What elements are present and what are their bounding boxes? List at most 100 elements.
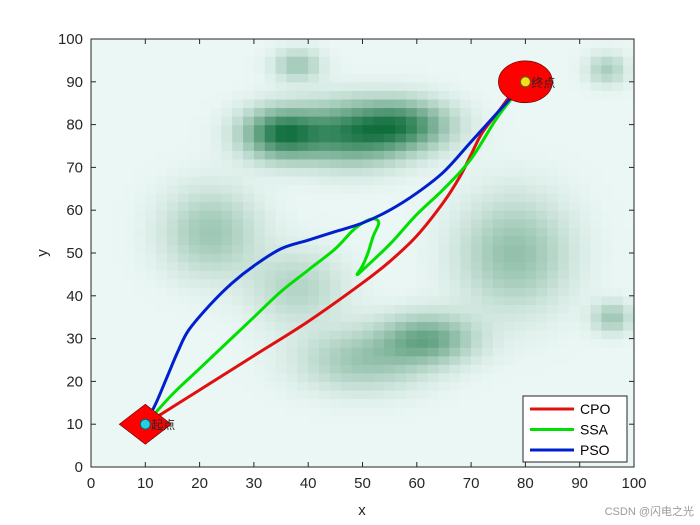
heatmap-cell	[145, 449, 157, 460]
heatmap-cell	[91, 175, 103, 186]
heatmap-cell	[232, 355, 244, 365]
heatmap-cell	[416, 458, 429, 467]
heatmap-cell	[351, 210, 364, 220]
heatmap-cell	[536, 133, 548, 143]
heatmap-cell	[308, 347, 320, 357]
heatmap-cell	[319, 321, 331, 331]
heatmap-cell	[449, 312, 461, 323]
heatmap-cell	[405, 398, 418, 408]
heatmap-cell	[623, 218, 634, 228]
heatmap-cell	[481, 449, 494, 460]
heatmap-cell	[286, 124, 298, 134]
heatmap-cell	[503, 407, 516, 417]
heatmap-cell	[395, 261, 407, 271]
heatmap-cell	[134, 338, 146, 348]
heatmap-cell	[471, 338, 483, 348]
heatmap-cell	[362, 253, 374, 263]
heatmap-cell	[590, 90, 603, 100]
heatmap-cell	[167, 415, 179, 425]
y-tick-label: 60	[66, 202, 83, 219]
heatmap-cell	[481, 312, 494, 323]
heatmap-cell	[329, 150, 342, 160]
path-series-group	[143, 80, 527, 426]
heatmap-cell	[449, 449, 461, 460]
heatmap-cell	[460, 175, 472, 186]
heatmap-cell	[319, 432, 331, 442]
heatmap-cell	[101, 158, 114, 168]
heatmap-cell	[134, 372, 146, 382]
heatmap-cell	[243, 295, 255, 305]
heatmap-cell	[557, 330, 570, 340]
heatmap-cell	[123, 321, 136, 331]
heatmap-cell	[308, 424, 320, 434]
heatmap-cell	[405, 287, 418, 297]
heatmap-cell	[503, 107, 516, 117]
heatmap-cell	[319, 81, 331, 91]
heatmap-cell	[112, 449, 125, 460]
heatmap-cell	[362, 107, 374, 117]
heatmap-cell	[351, 90, 364, 100]
heatmap-cell	[319, 73, 331, 83]
heatmap-cell	[449, 39, 461, 49]
heatmap-cell	[134, 73, 146, 83]
heatmap-cell	[373, 355, 385, 365]
heatmap-cell	[503, 261, 516, 271]
heatmap-cell	[243, 218, 255, 228]
heatmap-cell	[579, 39, 592, 49]
heatmap-cell	[101, 287, 114, 297]
heatmap-cell	[557, 90, 570, 100]
heatmap-cell	[319, 133, 331, 143]
heatmap-cell	[601, 150, 613, 160]
heatmap-cell	[514, 201, 526, 211]
heatmap-cell	[232, 175, 244, 186]
heatmap-cell	[601, 218, 613, 228]
heatmap-cell	[156, 338, 168, 348]
heatmap-cell	[308, 330, 320, 340]
heatmap-cell	[492, 458, 505, 467]
heatmap-cell	[373, 398, 385, 408]
heatmap-cell	[145, 441, 157, 451]
heatmap-cell	[362, 381, 374, 391]
heatmap-cell	[612, 355, 624, 365]
heatmap-cell	[297, 312, 309, 323]
heatmap-cell	[416, 227, 429, 237]
heatmap-cell	[623, 98, 634, 109]
heatmap-cell	[221, 381, 233, 391]
heatmap-cell	[416, 175, 429, 186]
heatmap-cell	[471, 432, 483, 442]
heatmap-cell	[438, 261, 450, 271]
heatmap-cell	[253, 107, 266, 117]
heatmap-cell	[101, 355, 114, 365]
heatmap-cell	[623, 449, 634, 460]
heatmap-cell	[460, 372, 472, 382]
heatmap-cell	[601, 184, 613, 194]
heatmap-cell	[427, 381, 440, 391]
heatmap-cell	[612, 261, 624, 271]
heatmap-cell	[253, 407, 266, 417]
heatmap-cell	[525, 124, 537, 134]
heatmap-cell	[471, 253, 483, 263]
heatmap-cell	[232, 167, 244, 177]
heatmap-cell	[101, 338, 114, 348]
heatmap-cell	[362, 347, 374, 357]
heatmap-cell	[221, 321, 233, 331]
heatmap-cell	[232, 227, 244, 237]
heatmap-cell	[503, 184, 516, 194]
heatmap-cell	[405, 424, 418, 434]
heatmap-cell	[536, 389, 548, 400]
heatmap-cell	[471, 98, 483, 109]
heatmap-cell	[503, 381, 516, 391]
heatmap-cell	[612, 73, 624, 83]
heatmap-cell	[460, 39, 472, 49]
heatmap-cell	[362, 167, 374, 177]
heatmap-cell	[481, 338, 494, 348]
heatmap-cell	[112, 218, 125, 228]
heatmap-cell	[210, 261, 222, 271]
heatmap-cell	[568, 47, 581, 57]
heatmap-cell	[373, 372, 385, 382]
heatmap-cell	[319, 407, 331, 417]
heatmap-cell	[286, 424, 298, 434]
heatmap-cell	[286, 107, 298, 117]
heatmap-cell	[199, 90, 212, 100]
heatmap-cell	[373, 141, 385, 151]
